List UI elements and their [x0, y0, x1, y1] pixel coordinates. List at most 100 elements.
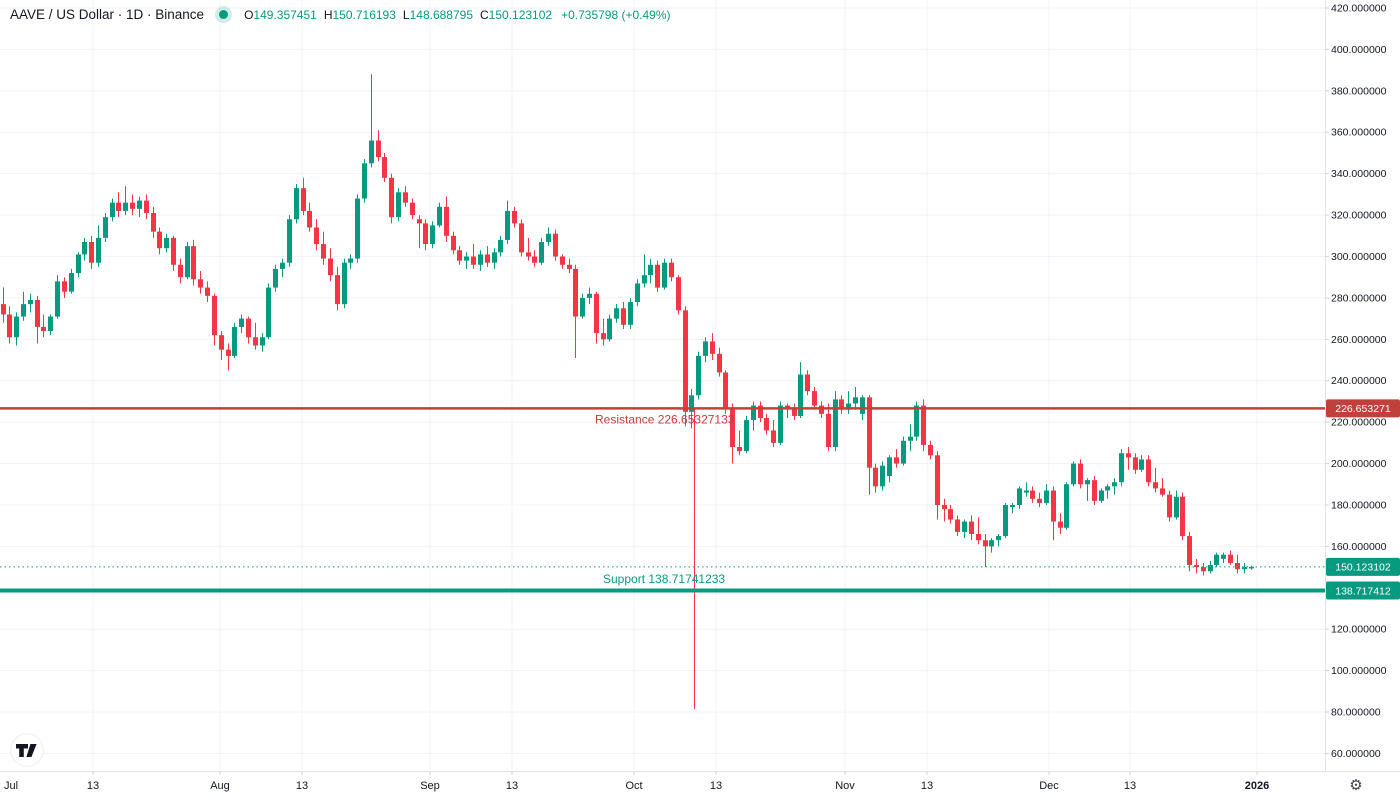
candle-body — [1037, 498, 1042, 503]
time-axis[interactable]: Jul 13 Aug 13 Sep 13 Oct 13 Nov 13 Dec 13 2026 — [0, 771, 1400, 792]
candle-body — [614, 308, 619, 319]
candle-body — [628, 302, 633, 325]
candle-body — [1, 304, 6, 315]
candle-body — [710, 341, 715, 354]
candle-body — [662, 262, 667, 288]
candle-body — [1167, 494, 1172, 518]
price-tick-label: 260.000000 — [1331, 334, 1387, 346]
candle-body — [1194, 565, 1199, 568]
candle-body — [314, 227, 319, 245]
candle-body — [976, 533, 981, 541]
candle-body — [901, 440, 906, 464]
candle-body — [1044, 490, 1049, 503]
time-tick-label: Sep — [420, 780, 440, 792]
ohlc-close: C150.123102 — [480, 7, 553, 22]
candle-body — [41, 326, 46, 332]
current-price-tag — [1326, 557, 1400, 576]
candle-body — [130, 202, 135, 209]
time-tick-label: 13 — [710, 780, 722, 792]
candle-body — [342, 262, 347, 305]
price-tick-label: 180.000000 — [1331, 499, 1387, 511]
candle-body — [689, 395, 694, 412]
candle-body — [464, 256, 469, 261]
candle-body — [14, 316, 19, 338]
candle-body — [580, 297, 585, 317]
candle-body — [819, 405, 824, 414]
candle-body — [253, 337, 258, 346]
candle-body — [532, 256, 537, 263]
candle-body — [1024, 490, 1029, 493]
price-tick-label: 100.000000 — [1331, 665, 1387, 677]
candle-body — [1030, 490, 1035, 499]
candle-body — [573, 268, 578, 317]
candle-body — [1092, 480, 1097, 501]
candle-body — [492, 252, 497, 263]
candle-body — [921, 405, 926, 445]
candle-body — [376, 140, 381, 158]
candles-layer — [1, 74, 1254, 576]
candle-body — [219, 335, 224, 350]
candle-body — [396, 192, 401, 218]
candle-body — [157, 231, 162, 249]
candle-body — [955, 519, 960, 532]
candle-body — [737, 447, 742, 452]
candle-body — [403, 192, 408, 203]
time-tick-label: Aug — [210, 780, 230, 792]
candle-body — [423, 223, 428, 245]
symbol-legend: AAVE / US Dollar · 1D · Binance O149.357… — [10, 7, 671, 22]
candle-body — [935, 455, 940, 505]
candle-body — [567, 264, 572, 269]
candle-body — [266, 287, 271, 338]
ohlc-high: H150.716193 — [323, 7, 396, 22]
candle-body — [1017, 488, 1022, 505]
candle-body — [717, 353, 722, 373]
candle-body — [914, 405, 919, 437]
candle-body — [260, 337, 265, 346]
gear-icon[interactable]: ⚙ — [1349, 777, 1363, 794]
candle-body — [1235, 562, 1240, 570]
support-price-tag — [1326, 581, 1400, 600]
price-axis[interactable]: 420.000000 400.000000 380.000000 360.000000… — [1325, 0, 1400, 771]
candle-body — [355, 198, 360, 259]
candle-body — [655, 264, 660, 288]
candle-body — [48, 316, 53, 332]
candle-body — [1221, 554, 1226, 559]
symbol-title[interactable]: AAVE / US Dollar · 1D · Binance — [10, 7, 205, 22]
price-tick-label: 160.000000 — [1331, 541, 1387, 553]
candle-body — [335, 275, 340, 305]
candle-body — [969, 521, 974, 534]
support-price-tag-text: 138.717412 — [1335, 585, 1391, 597]
tradingview-logo-icon — [10, 733, 44, 767]
candle-body — [1228, 554, 1233, 563]
candle-body — [1126, 453, 1131, 458]
candle-body — [287, 219, 292, 263]
candle-body — [860, 397, 865, 414]
candle-body — [239, 318, 244, 327]
candle-body — [669, 262, 674, 278]
candle-body — [989, 540, 994, 547]
candle-body — [103, 217, 108, 238]
candle-body — [723, 372, 728, 408]
candle-body — [348, 258, 353, 263]
candle-body — [853, 397, 858, 404]
candle-body — [444, 206, 449, 236]
candle-body — [457, 250, 462, 261]
candle-body — [867, 397, 872, 468]
candle-body — [273, 268, 278, 288]
candle-body — [812, 391, 817, 406]
time-tick-label: 13 — [921, 780, 933, 792]
candle-body — [546, 233, 551, 243]
candle-body — [505, 210, 510, 240]
candle-body — [730, 407, 735, 448]
candle-body — [553, 233, 558, 257]
candle-body — [908, 436, 913, 441]
candle-body — [539, 242, 544, 263]
tradingview-logo[interactable] — [10, 733, 44, 767]
candle-body — [1133, 457, 1138, 470]
candle-body — [123, 202, 128, 211]
ohlc-low: L148.688795 — [402, 7, 473, 22]
candle-body — [1214, 554, 1219, 566]
candle-body — [226, 349, 231, 356]
candle-body — [246, 318, 251, 338]
